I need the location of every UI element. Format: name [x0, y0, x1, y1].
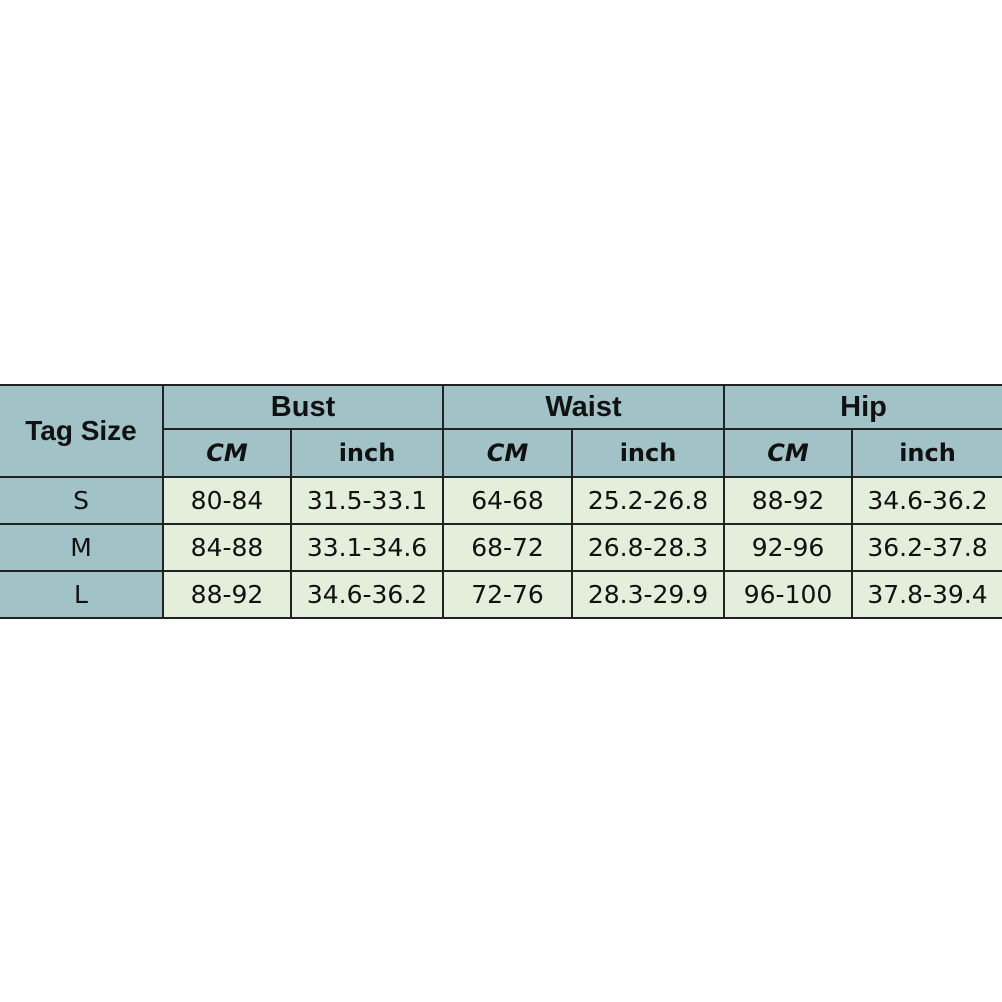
header-row-groups: Tag Size Bust Waist Hip: [0, 384, 1002, 478]
value-cell: 28.3-29.9: [571, 570, 726, 619]
value-cell: 64-68: [442, 476, 574, 525]
value-cell: 34.6-36.2: [289, 570, 445, 619]
value-cell: 96-100: [723, 570, 854, 619]
value-cell: 34.6-36.2: [851, 476, 1002, 525]
hip-header: Hip: [723, 384, 1002, 430]
value-cell: 26.8-28.3: [571, 523, 726, 572]
size-chart-table: Tag Size Bust Waist Hip CM inch CM inch …: [0, 384, 1002, 619]
table-row: M 84-88 33.1-34.6 68-72 26.8-28.3 92-96 …: [0, 523, 1002, 572]
size-cell: M: [0, 523, 164, 572]
value-cell: 33.1-34.6: [289, 523, 445, 572]
bust-header: Bust: [161, 384, 445, 430]
value-cell: 80-84: [162, 476, 292, 525]
tag-size-header: Tag Size: [0, 384, 164, 478]
value-cell: 88-92: [162, 570, 292, 619]
unit-header: inch: [851, 428, 1002, 478]
header-row-units: CM inch CM inch CM inch: [0, 428, 1002, 478]
unit-header: inch: [289, 428, 445, 478]
waist-header: Waist: [442, 384, 726, 430]
value-cell: 88-92: [723, 476, 854, 525]
size-cell: S: [0, 476, 164, 525]
table-row: S 80-84 31.5-33.1 64-68 25.2-26.8 88-92 …: [0, 476, 1002, 525]
unit-header: CM: [163, 428, 292, 478]
value-cell: 68-72: [442, 523, 574, 572]
value-cell: 72-76: [442, 570, 574, 619]
value-cell: 36.2-37.8: [851, 523, 1002, 572]
unit-header: CM: [442, 428, 574, 478]
value-cell: 31.5-33.1: [289, 476, 445, 525]
value-cell: 37.8-39.4: [851, 570, 1002, 619]
value-cell: 84-88: [162, 523, 292, 572]
size-cell: L: [0, 570, 164, 619]
table-row: L 88-92 34.6-36.2 72-76 28.3-29.9 96-100…: [0, 570, 1002, 619]
value-cell: 25.2-26.8: [571, 476, 726, 525]
unit-header: inch: [571, 428, 726, 478]
unit-header: CM: [723, 428, 854, 478]
value-cell: 92-96: [723, 523, 854, 572]
